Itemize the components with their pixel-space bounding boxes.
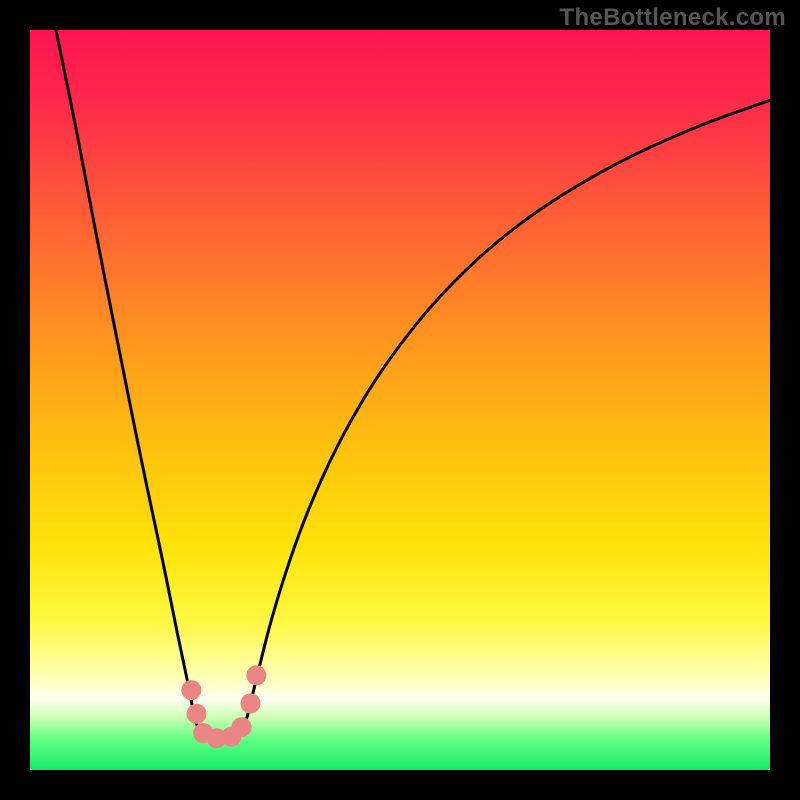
data-marker (246, 665, 266, 685)
plot-background (30, 30, 770, 770)
bottleneck-chart-svg (0, 0, 800, 800)
data-marker (232, 717, 252, 737)
watermark-label: TheBottleneck.com (560, 4, 786, 32)
chart-frame: TheBottleneck.com (0, 0, 800, 800)
data-marker (181, 680, 201, 700)
data-marker (241, 693, 261, 713)
data-marker (187, 704, 207, 724)
